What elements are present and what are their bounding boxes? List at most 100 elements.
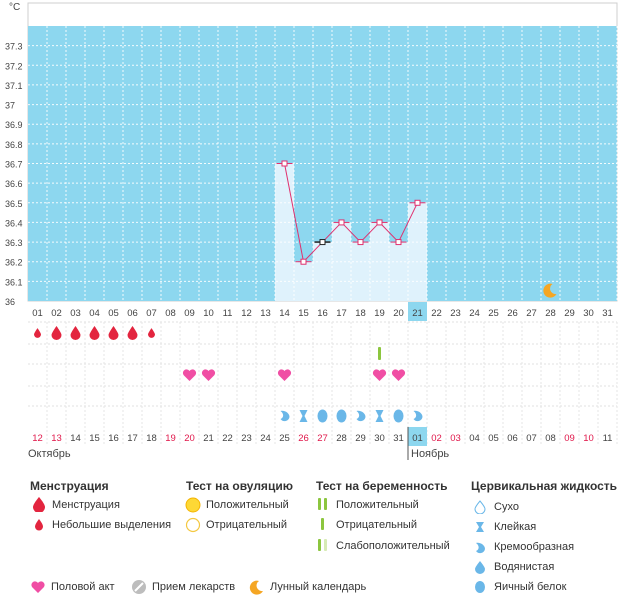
legend-item-mucus-sticky: Клейкая xyxy=(494,521,537,533)
legend-item-medication: Прием лекарств xyxy=(152,581,236,593)
temperature-point xyxy=(376,219,383,226)
ovulation-negative-icon xyxy=(185,517,201,533)
calendar-date-label: 01 xyxy=(412,433,423,444)
calendar-date-label: 24 xyxy=(260,433,271,444)
calendar-date-label: 09 xyxy=(564,433,575,444)
y-tick-label: 37.2 xyxy=(5,61,23,71)
calendar-date-label: 30 xyxy=(374,433,385,444)
y-tick-label: 36.2 xyxy=(5,258,23,268)
calendar-date-label: 15 xyxy=(89,433,100,444)
y-tick-label: 36.8 xyxy=(5,140,23,150)
mucus-eggwhite-icon xyxy=(317,409,328,423)
y-tick-label: 36.5 xyxy=(5,199,23,209)
calendar-date-label: 05 xyxy=(488,433,499,444)
cycle-day-label[interactable]: 16 xyxy=(317,308,328,319)
y-tick-label: 37 xyxy=(5,101,15,111)
cycle-day-label[interactable]: 04 xyxy=(89,308,100,319)
cycle-day-label[interactable]: 06 xyxy=(127,308,138,319)
cycle-day-label[interactable]: 21 xyxy=(412,308,423,319)
menstruation-drop xyxy=(89,326,100,340)
legend-title-menstruation: Менструация xyxy=(30,479,109,493)
temperature-bar xyxy=(313,242,332,301)
cycle-day-label[interactable]: 22 xyxy=(431,308,442,319)
cycle-day-label[interactable]: 25 xyxy=(488,308,499,319)
calendar-date-label: 23 xyxy=(241,433,252,444)
cycle-day-label[interactable]: 18 xyxy=(355,308,366,319)
temperature-bar xyxy=(408,202,427,301)
temperature-bar xyxy=(389,242,408,301)
calendar-date-label: 17 xyxy=(127,433,138,444)
cycle-day-label[interactable]: 08 xyxy=(165,308,176,319)
calendar-date-label: 11 xyxy=(603,433,613,444)
menstruation-drop xyxy=(108,326,119,340)
menstruation-drop xyxy=(70,326,81,340)
spotting-drop xyxy=(34,328,41,338)
temperature-point xyxy=(395,239,402,246)
temperature-bar xyxy=(351,242,370,301)
mucus-sticky-icon xyxy=(299,410,308,422)
calendar-date-label: 29 xyxy=(355,433,366,444)
calendar-date-label: 25 xyxy=(279,433,290,444)
calendar-date-label: 27 xyxy=(317,433,328,444)
legend-item-pregnancy-negative: Отрицательный xyxy=(336,519,417,531)
ovulation-positive-icon xyxy=(185,497,201,513)
mucus-dry-icon xyxy=(474,500,486,514)
y-tick-label: 36.1 xyxy=(5,277,23,287)
mucus-creamy-icon xyxy=(280,410,290,422)
calendar-date-label: 12 xyxy=(32,433,43,444)
y-tick-label: 36.7 xyxy=(5,160,23,170)
legend-title-pregnancy: Тест на беременность xyxy=(316,479,448,493)
calendar-date-label: 31 xyxy=(393,433,404,444)
calendar-date-label: 13 xyxy=(51,433,62,444)
cycle-day-label[interactable]: 19 xyxy=(374,308,385,319)
temperature-point xyxy=(300,258,307,265)
cycle-day-label[interactable]: 11 xyxy=(223,308,233,319)
cycle-day-label[interactable]: 15 xyxy=(298,308,309,319)
y-tick-label: 36.9 xyxy=(5,120,23,130)
cycle-day-label[interactable]: 14 xyxy=(279,308,290,319)
cycle-day-axis[interactable]: 01 02 03 04 05 06 07 08 09 10 11 12 13 14 15 16 17 18 19 20… xyxy=(32,302,613,321)
cycle-day-label[interactable]: 28 xyxy=(545,308,556,319)
calendar-date-label: 16 xyxy=(108,433,119,444)
cycle-day-label[interactable]: 07 xyxy=(146,308,157,319)
cycle-day-label[interactable]: 09 xyxy=(184,308,195,319)
cycle-day-label[interactable]: 05 xyxy=(108,308,119,319)
cycle-day-label[interactable]: 20 xyxy=(393,308,404,319)
y-tick-label: 36 xyxy=(5,297,15,307)
cycle-day-label[interactable]: 26 xyxy=(507,308,518,319)
cycle-day-label[interactable]: 12 xyxy=(241,308,252,319)
cycle-day-label[interactable]: 24 xyxy=(469,308,480,319)
legend-item-spotting: Небольшие выделения xyxy=(52,519,172,531)
mucus-eggwhite-icon xyxy=(393,409,404,423)
legend-item-pregnancy-positive: Положительный xyxy=(336,499,419,511)
spotting-drop xyxy=(148,328,155,338)
pregnancy-negative-icon xyxy=(321,518,324,530)
cycle-day-label[interactable]: 29 xyxy=(564,308,575,319)
cycle-day-label[interactable]: 31 xyxy=(602,308,613,319)
heart-icon xyxy=(372,369,387,381)
legend-item-pregnancy-faint: Слабоположительный xyxy=(336,540,450,552)
legend-item-mucus-eggwhite: Яичный белок xyxy=(494,581,567,593)
cycle-day-label[interactable]: 27 xyxy=(526,308,537,319)
symptom-rows[interactable] xyxy=(34,326,423,423)
mucus-watery-icon xyxy=(475,561,485,574)
y-tick-label: 37.1 xyxy=(5,81,23,91)
cycle-day-label[interactable]: 13 xyxy=(260,308,271,319)
calendar-date-label: 28 xyxy=(336,433,347,444)
calendar-date-label: 04 xyxy=(469,433,480,444)
calendar-date-label: 26 xyxy=(298,433,309,444)
legend-title-mucus: Цервикальная жидкость xyxy=(471,479,618,493)
calendar-date-label: 18 xyxy=(146,433,157,444)
cycle-day-label[interactable]: 02 xyxy=(51,308,62,319)
cycle-day-label[interactable]: 30 xyxy=(583,308,594,319)
cycle-day-label[interactable]: 23 xyxy=(450,308,461,319)
cycle-day-label[interactable]: 10 xyxy=(203,308,214,319)
temperature-point xyxy=(281,160,288,167)
pregnancy-faint-icon xyxy=(318,539,327,551)
cycle-day-label[interactable]: 01 xyxy=(32,308,43,319)
calendar-date-label: 08 xyxy=(545,433,556,444)
calendar-date-label: 20 xyxy=(184,433,195,444)
legend-item-ovulation-negative: Отрицательный xyxy=(206,519,287,531)
cycle-day-label[interactable]: 03 xyxy=(70,308,81,319)
cycle-day-label[interactable]: 17 xyxy=(336,308,347,319)
